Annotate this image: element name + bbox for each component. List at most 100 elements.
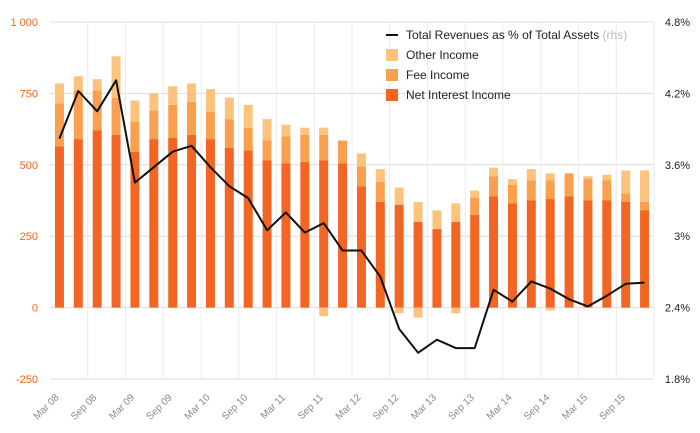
bar-other-income	[168, 86, 178, 105]
bar-other-income	[451, 203, 461, 222]
bar-other-income	[54, 83, 64, 104]
bar-fee-income	[130, 121, 140, 152]
legend-swatch	[386, 49, 398, 61]
bar-other-income	[262, 119, 272, 141]
bar-other-income	[602, 174, 612, 181]
bar-negative-other-income	[413, 307, 423, 318]
bar-fee-income	[526, 180, 536, 201]
x-tick-label: Sep 11	[296, 392, 326, 422]
right-tick-label: 3.6%	[665, 160, 690, 172]
bar-fee-income	[545, 180, 555, 200]
legend-note: (rhs)	[599, 28, 627, 42]
bar-net-interest-income	[394, 204, 404, 308]
bar-net-interest-income	[224, 147, 234, 308]
bar-fee-income	[507, 184, 517, 204]
bar-fee-income	[262, 140, 272, 161]
bar-other-income	[489, 167, 499, 177]
bar-fee-income	[319, 134, 329, 161]
left-axis: -250 0 250 500 750 1 000	[10, 17, 38, 386]
right-tick-label: 4.2%	[665, 88, 690, 100]
bar-negative-other-income	[545, 307, 555, 311]
bar-net-interest-income	[413, 221, 423, 308]
bar-fee-income	[583, 179, 593, 201]
bar-fee-income	[73, 90, 83, 140]
bar-other-income	[432, 210, 442, 230]
bar-other-income	[130, 100, 140, 122]
bar-net-interest-income	[583, 200, 593, 308]
bar-net-interest-income	[621, 201, 631, 308]
bar-fee-income	[149, 110, 159, 140]
legend-label: Total Revenues as % of Total Assets (rhs…	[406, 28, 627, 42]
bar-other-income	[205, 89, 215, 112]
left-tick-label: 0	[32, 303, 38, 315]
bar-net-interest-income	[111, 134, 121, 308]
bar-other-income	[73, 76, 83, 91]
bar-net-interest-income	[262, 160, 272, 308]
x-tick-label: Mar 10	[183, 392, 213, 422]
bar-other-income	[281, 124, 291, 137]
x-tick-label: Mar 13	[409, 392, 439, 422]
x-tick-label: Mar 14	[485, 392, 515, 422]
left-tick-label: 750	[20, 88, 38, 100]
bar-other-income	[187, 83, 197, 102]
bar-other-income	[507, 179, 517, 185]
bar-net-interest-income	[130, 151, 140, 308]
bar-fee-income	[640, 201, 650, 211]
x-tick-label: Sep 15	[598, 392, 628, 422]
left-tick-label: 500	[20, 160, 38, 172]
left-tick-label: 250	[20, 231, 38, 243]
right-tick-label: 2.4%	[665, 303, 690, 315]
bar-net-interest-income	[640, 210, 650, 308]
x-tick-label: Sep 10	[220, 392, 250, 422]
bar-fee-income	[243, 127, 253, 151]
bar-net-interest-income	[432, 229, 442, 308]
bar-other-income	[470, 190, 480, 198]
bar-net-interest-income	[564, 196, 574, 308]
right-tick-label: 4.8%	[665, 17, 690, 29]
bar-fee-income	[338, 140, 348, 164]
revenue-ratio-line	[58, 79, 645, 354]
legend: Total Revenues as % of Total Assets (rhs…	[386, 28, 627, 102]
right-axis: 1.8% 2.4% 3% 3.6% 4.2% 4.8%	[665, 17, 690, 386]
bar-fee-income	[224, 119, 234, 148]
bar-negative-other-income	[394, 307, 404, 314]
bar-other-income	[319, 127, 329, 135]
bar-fee-income	[187, 101, 197, 135]
bar-other-income	[394, 187, 404, 205]
bar-other-income	[224, 97, 234, 120]
bar-fee-income	[470, 197, 480, 215]
bar-fee-income	[205, 111, 215, 140]
line-total-revenues-pct	[58, 79, 645, 354]
bar-other-income	[243, 104, 253, 128]
bar-other-income	[583, 176, 593, 180]
x-tick-label: Sep 08	[69, 392, 99, 422]
bar-other-income	[300, 127, 310, 135]
legend-label: Net Interest Income	[406, 88, 511, 102]
bar-net-interest-income	[149, 139, 159, 308]
gridlines	[50, 21, 655, 380]
bar-fee-income	[54, 103, 64, 147]
x-tick-label: Mar 08	[32, 392, 62, 422]
x-tick-label: Sep 14	[522, 392, 552, 422]
bar-fee-income	[281, 136, 291, 164]
bar-net-interest-income	[243, 150, 253, 308]
bar-net-interest-income	[54, 146, 64, 308]
bar-other-income	[375, 169, 385, 182]
bar-fee-income	[489, 176, 499, 197]
left-tick-label: 1 000	[10, 17, 38, 29]
bar-net-interest-income	[187, 134, 197, 308]
bar-fee-income	[300, 134, 310, 162]
bar-other-income	[356, 153, 366, 167]
bar-other-income	[526, 169, 536, 181]
bar-net-interest-income	[545, 199, 555, 308]
x-tick-label: Mar 15	[560, 392, 590, 422]
bar-fee-income	[375, 181, 385, 202]
bar-net-interest-income	[375, 201, 385, 308]
bar-fee-income	[356, 166, 366, 187]
bar-other-income	[545, 173, 555, 181]
bar-net-interest-income	[489, 196, 499, 308]
bar-net-interest-income	[507, 203, 517, 308]
bar-fee-income	[168, 104, 178, 138]
bar-net-interest-income	[470, 214, 480, 308]
